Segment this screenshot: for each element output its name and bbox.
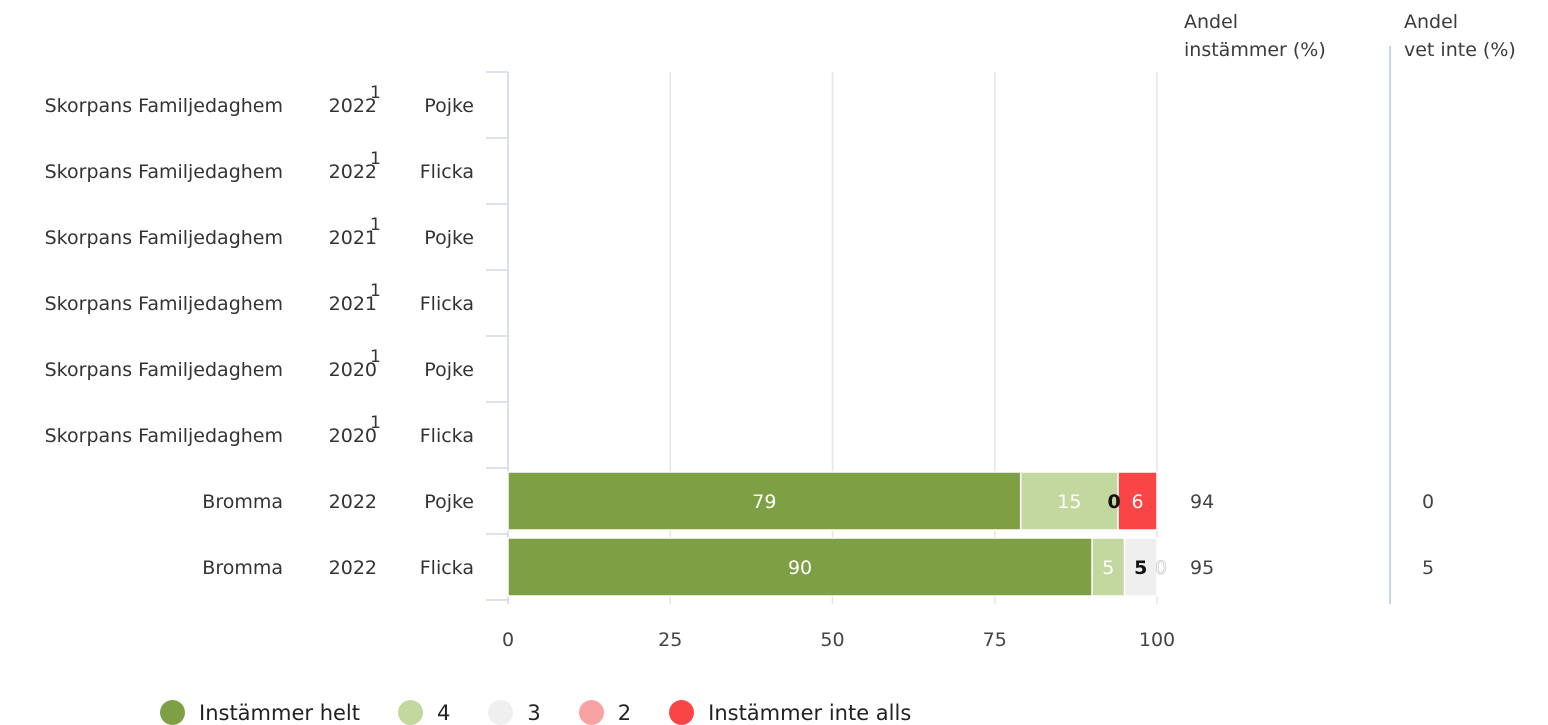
row-label-gender: Pojke: [424, 359, 474, 381]
header-share-dont-know: Andel vet inte (%): [1404, 8, 1516, 64]
bar-segment: [507, 537, 1093, 597]
x-tick-label: 50: [820, 629, 844, 651]
bar-data-label: 5: [1102, 557, 1114, 579]
header-share-agree-line2: instämmer (%): [1184, 39, 1326, 61]
legend-label: 2: [617, 700, 632, 725]
legend-label: 4: [437, 700, 451, 725]
bar-segment: [507, 471, 1022, 531]
share-agree-value: 95: [1190, 557, 1214, 579]
legend-label: Instämmer helt: [199, 700, 360, 725]
x-tick-label: 75: [983, 629, 1007, 651]
bar-segment: [1117, 471, 1158, 531]
row-label-unit: Skorpans Familjedaghem: [45, 95, 283, 117]
row-label-unit: Skorpans Familjedaghem: [45, 359, 283, 381]
legend-item[interactable]: Instämmer inte alls: [669, 700, 911, 725]
legend-item[interactable]: Instämmer helt: [160, 700, 360, 725]
bar-data-label: 5: [1134, 557, 1147, 579]
x-tick-label: 100: [1139, 629, 1175, 651]
row-label-year: 2022: [329, 491, 377, 513]
row-label-year: 2020: [329, 425, 377, 447]
bar-data-label: 90: [788, 557, 812, 579]
header-share-agree-line1: Andel: [1184, 11, 1239, 33]
bar-data-label: 15: [1057, 491, 1081, 513]
header-share-dont-know-line2: vet inte (%): [1404, 39, 1516, 61]
row-label-year: 2022: [329, 95, 377, 117]
legend-label: Instämmer inte alls: [708, 700, 912, 725]
share-agree-value: 94: [1190, 491, 1214, 513]
row-label-gender: Flicka: [420, 161, 474, 183]
bar-data-label: 0: [1155, 557, 1167, 579]
header-share-agree: Andel instämmer (%): [1184, 8, 1326, 64]
row-label-year: 2022: [329, 161, 377, 183]
share-dont-know-value: 5: [1422, 557, 1434, 579]
row-label-year: 2022: [329, 557, 377, 579]
legend-item[interactable]: 2: [578, 700, 632, 725]
row-label-footnote: 1: [370, 281, 381, 301]
row-label-unit: Bromma: [202, 557, 283, 579]
row-label-gender: Pojke: [424, 95, 474, 117]
legend-dot-icon: [578, 700, 604, 725]
row-label-footnote: 1: [370, 149, 381, 169]
legend-dot-icon: [398, 700, 423, 725]
bar-data-label: 79: [752, 491, 776, 513]
row-label-footnote: 1: [370, 83, 381, 103]
row-label-gender: Flicka: [420, 425, 474, 447]
row-label-gender: Flicka: [420, 557, 474, 579]
legend-dot-icon: [488, 700, 514, 725]
bar-data-label: 6: [1131, 491, 1143, 513]
row-label-unit: Skorpans Familjedaghem: [45, 293, 283, 315]
legend-item[interactable]: 4: [398, 700, 450, 725]
legend-label: 3: [527, 700, 541, 725]
row-label-footnote: 1: [370, 215, 381, 235]
x-tick-label: 25: [658, 629, 682, 651]
row-label-year: 2021: [329, 227, 377, 249]
row-label-gender: Pojke: [424, 227, 474, 249]
row-label-year: 2021: [329, 293, 377, 315]
legend: Instämmer helt 4 3 2 Instämmer inte alls: [160, 700, 949, 725]
row-label-gender: Pojke: [424, 491, 474, 513]
share-dont-know-value: 0: [1422, 491, 1434, 513]
bar-data-label: 0: [1107, 491, 1120, 513]
x-tick-label: 0: [502, 629, 514, 651]
bar-segment: [1123, 537, 1158, 597]
header-share-dont-know-line1: Andel: [1404, 11, 1459, 33]
row-label-footnote: 1: [370, 413, 381, 433]
row-label-unit: Skorpans Familjedaghem: [45, 161, 283, 183]
row-label-footnote: 1: [370, 347, 381, 367]
row-label-year: 2020: [329, 359, 377, 381]
row-label-unit: Skorpans Familjedaghem: [45, 425, 283, 447]
row-label-unit: Bromma: [202, 491, 283, 513]
legend-dot-icon: [669, 700, 695, 725]
row-label-unit: Skorpans Familjedaghem: [45, 227, 283, 249]
row-label-gender: Flicka: [420, 293, 474, 315]
legend-dot-icon: [160, 700, 185, 725]
bar-segment: [1019, 471, 1119, 531]
legend-item[interactable]: 3: [488, 700, 541, 725]
